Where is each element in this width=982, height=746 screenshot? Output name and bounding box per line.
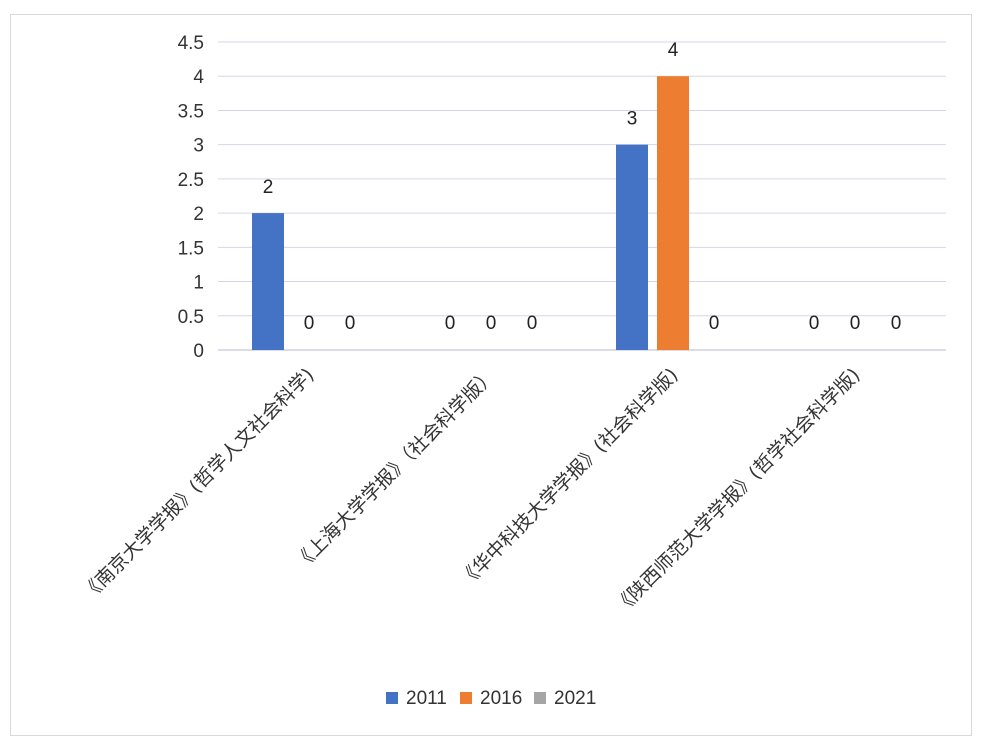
- y-tick-label: 2: [193, 204, 204, 225]
- data-label: 0: [891, 313, 902, 334]
- data-labels: 2 0 0 0 0 0 3 4 0 0 0 0: [263, 40, 902, 334]
- data-label: 0: [809, 313, 820, 334]
- y-tick-label: 3: [193, 136, 204, 157]
- gridlines: [218, 41, 946, 351]
- legend-label: 2021: [554, 688, 596, 709]
- data-label: 0: [445, 313, 456, 334]
- legend-swatch: [534, 692, 546, 704]
- y-tick-label: 2.5: [178, 170, 204, 191]
- y-axis-ticks: 0 0.5 1 1.5 2 2.5 3 3.5 4 4.5: [178, 33, 205, 362]
- y-tick-label: 0: [193, 341, 204, 362]
- data-label: 0: [527, 313, 538, 334]
- bar: [616, 144, 648, 350]
- y-tick-label: 3.5: [178, 101, 204, 122]
- legend-label: 2016: [480, 688, 522, 709]
- y-tick-label: 1.5: [178, 238, 204, 259]
- bars: [252, 76, 689, 350]
- category-labels: 《南京大学学报》(哲学人文社会科学)《上海大学学报》（社会科学版）《华中科技大学…: [78, 364, 865, 618]
- category-label: 《南京大学学报》(哲学人文社会科学): [78, 364, 319, 605]
- data-label: 0: [486, 313, 497, 334]
- bar: [657, 76, 689, 350]
- chart-frame: [10, 14, 972, 736]
- data-label: 0: [345, 313, 356, 334]
- legend-swatch: [460, 692, 472, 704]
- bar: [252, 213, 284, 350]
- y-tick-label: 0.5: [178, 307, 204, 328]
- y-tick-label: 4: [193, 67, 204, 88]
- legend-label: 2011: [406, 688, 447, 709]
- y-tick-label: 1: [193, 273, 204, 294]
- data-label: 0: [850, 313, 861, 334]
- legend-swatch: [386, 692, 398, 704]
- data-label: 3: [627, 109, 638, 130]
- category-label: 《上海大学学报》（社会科学版）: [290, 364, 500, 574]
- data-label: 4: [668, 40, 679, 61]
- data-label: 0: [709, 313, 720, 334]
- data-label: 2: [263, 177, 274, 198]
- data-label: 0: [304, 313, 315, 334]
- legend: 2011 2016 2021: [386, 688, 596, 709]
- y-tick-label: 4.5: [178, 33, 204, 54]
- category-label: 《华中科技大学学报》(社会科学版): [455, 364, 683, 592]
